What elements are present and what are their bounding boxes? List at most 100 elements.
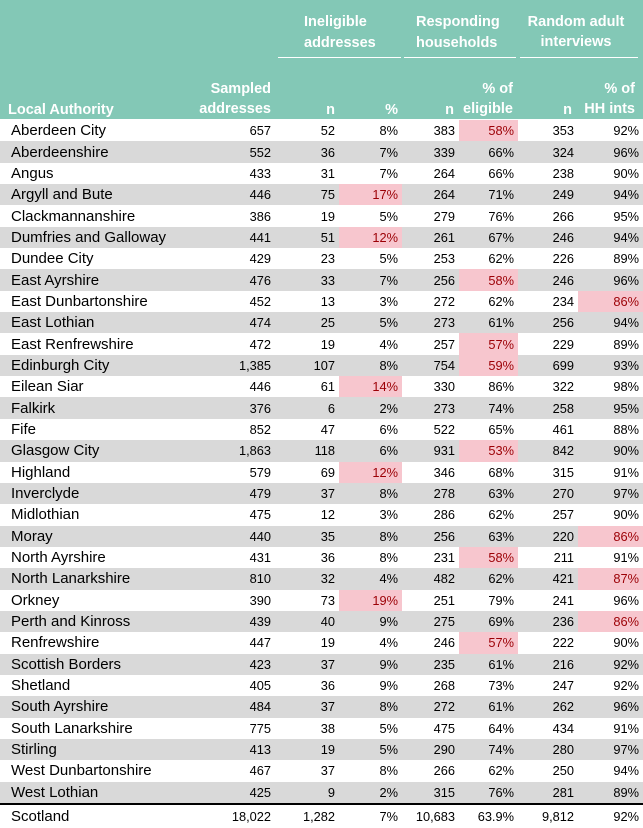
- cell-inel-pct: 2%: [339, 781, 402, 804]
- cell-inel-n: 51: [275, 226, 339, 249]
- col-header-rai-pct-line1: % of: [604, 81, 635, 97]
- table-row: Glasgow City 1,863 118 6% 931 53% 842 90%: [0, 440, 643, 462]
- cell-rai-pct: 95%: [578, 397, 643, 419]
- cell-rai-n: 262: [518, 696, 578, 718]
- cell-local-authority: Shetland: [11, 677, 71, 695]
- cell-resp-n: 383: [433, 123, 455, 139]
- cell-inel-pct: 19%: [339, 589, 402, 611]
- table-row: West Lothian 425 9 2% 315 76% 281 89%: [0, 781, 643, 804]
- cell-resp-pct: 61%: [459, 312, 518, 334]
- table-row: Stirling 413 19 5% 290 74% 280 97%: [0, 738, 643, 761]
- cell-inel-pct: 17%: [339, 184, 402, 206]
- col-header-local-authority: Local Authority: [8, 102, 114, 118]
- table-row: Scottish Borders 423 37 9% 235 61% 216 92%: [0, 653, 643, 675]
- total-cell-resp-pct: 63.9%: [459, 803, 518, 827]
- cell-resp-pct: 68%: [488, 464, 514, 480]
- cell-sampled: 810: [189, 568, 275, 590]
- cell-rai-pct: 91%: [613, 550, 639, 566]
- cell-rai-n: 315: [552, 464, 574, 480]
- cell-inel-n: 69: [320, 464, 335, 480]
- cell-sampled: 472: [249, 336, 271, 352]
- cell-inel-n: 13: [320, 293, 335, 309]
- cell-inel-pct: 3%: [379, 293, 399, 309]
- cell-inel-n: 33: [275, 269, 339, 291]
- table-row: Highland 579 69 12% 346 68% 315 91%: [0, 461, 643, 483]
- cell-resp-pct: 74%: [459, 738, 518, 761]
- table-row: Aberdeenshire 552 36 7% 339 66% 324 96%: [0, 141, 643, 163]
- cell-rai-n: 246: [518, 226, 578, 249]
- col-header-inel-n: n: [326, 102, 335, 118]
- cell-rai-pct: 96%: [578, 269, 643, 291]
- cell-inel-pct: 9%: [339, 653, 402, 675]
- col-header-rai-pct: % of HH ints: [574, 79, 635, 119]
- cell-resp-pct: 76%: [459, 781, 518, 804]
- cell-sampled: 479: [189, 482, 275, 505]
- cell-sampled: 446: [249, 379, 271, 395]
- cell-sampled: 433: [249, 165, 271, 181]
- cell-inel-n: 107: [275, 354, 339, 377]
- cell-sampled: 390: [249, 592, 271, 608]
- cell-local-authority: Edinburgh City: [0, 354, 189, 377]
- table-row: North Lanarkshire 810 32 4% 482 62% 421 87%: [0, 568, 643, 590]
- cell-resp-pct: 69%: [459, 610, 518, 633]
- col-header-resp-pct-line2: eligible: [463, 101, 513, 117]
- cell-sampled: 579: [249, 464, 271, 480]
- cell-sampled: 775: [249, 720, 271, 736]
- cell-sampled: 439: [189, 610, 275, 633]
- cell-rai-pct: 94%: [578, 184, 643, 206]
- total-cell-resp-n: 10,683: [402, 803, 459, 827]
- cell-rai-n: 222: [552, 635, 574, 651]
- cell-rai-pct: 97%: [578, 738, 643, 761]
- cell-inel-pct: 8%: [339, 354, 402, 377]
- cell-local-authority: Dundee City: [11, 250, 94, 268]
- cell-inel-n: 23: [320, 251, 335, 267]
- table-row: West Dunbartonshire 467 37 8% 266 62% 250 94%: [0, 760, 643, 781]
- group-header-ineligible: Ineligible addresses: [304, 12, 376, 54]
- cell-rai-pct: 90%: [613, 635, 639, 651]
- cell-resp-n: 251: [433, 592, 455, 608]
- cell-resp-n: 754: [402, 354, 459, 377]
- cell-resp-pct: 66%: [459, 141, 518, 163]
- cell-inel-n: 47: [320, 421, 335, 437]
- cell-sampled: 440: [189, 525, 275, 547]
- table-row: Falkirk 376 6 2% 273 74% 258 95%: [0, 397, 643, 419]
- cell-resp-pct: 57%: [459, 333, 518, 355]
- table-row: Aberdeen City 657 52 8% 383 58% 353 92%: [0, 120, 643, 142]
- cell-resp-pct: 61%: [459, 696, 518, 718]
- cell-resp-pct: 58%: [459, 120, 518, 142]
- cell-inel-pct: 4%: [379, 635, 399, 651]
- cell-resp-pct: 62%: [459, 568, 518, 590]
- cell-resp-n: 290: [402, 738, 459, 761]
- cell-rai-pct: 87%: [578, 568, 643, 590]
- total-cell-sampled: 18,022: [189, 803, 275, 827]
- cell-inel-pct: 6%: [379, 421, 399, 437]
- col-header-sampled-line2: addresses: [199, 101, 271, 117]
- cell-inel-n: 73: [320, 592, 335, 608]
- cell-resp-n: 261: [402, 226, 459, 249]
- cell-inel-n: 19: [320, 336, 335, 352]
- table-row: Orkney 390 73 19% 251 79% 241 96%: [0, 589, 643, 611]
- cell-resp-pct: 61%: [459, 653, 518, 675]
- cell-inel-pct: 8%: [379, 550, 399, 566]
- cell-resp-n: 275: [402, 610, 459, 633]
- cell-resp-pct: 53%: [459, 440, 518, 462]
- cell-rai-n: 266: [552, 208, 574, 224]
- cell-inel-n: 12: [320, 507, 335, 523]
- table-row: Moray 440 35 8% 256 63% 220 86%: [0, 525, 643, 547]
- cell-resp-pct: 67%: [459, 226, 518, 249]
- cell-sampled: 1,863: [189, 440, 275, 462]
- cell-local-authority: East Lothian: [0, 312, 189, 334]
- cell-sampled: 423: [189, 653, 275, 675]
- cell-resp-n: 346: [433, 464, 455, 480]
- cell-local-authority: West Lothian: [0, 781, 189, 804]
- group-header-responding-label: Responding households: [416, 14, 500, 51]
- cell-local-authority: Highland: [11, 463, 71, 481]
- cell-rai-pct: 94%: [578, 226, 643, 249]
- table-row: Shetland 405 36 9% 268 73% 247 92%: [0, 675, 643, 696]
- cell-rai-pct: 90%: [613, 165, 639, 181]
- group-divider: [404, 57, 516, 58]
- cell-rai-n: 324: [518, 141, 578, 163]
- cell-inel-pct: 7%: [379, 165, 399, 181]
- cell-inel-n: 75: [275, 184, 339, 206]
